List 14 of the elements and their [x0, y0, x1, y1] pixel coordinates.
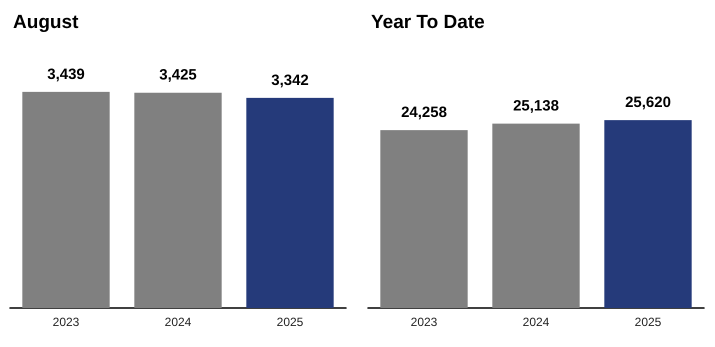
chart-title: August — [13, 12, 80, 33]
data-label: 3,425 — [159, 66, 197, 84]
x-tick-label: 2024 — [164, 315, 192, 329]
data-label: 3,439 — [47, 66, 85, 83]
data-label: 3,342 — [271, 72, 309, 89]
data-label: 25,620 — [625, 94, 671, 112]
x-tick-label: 2023 — [410, 315, 438, 329]
data-label: 24,258 — [401, 104, 447, 122]
data-label: 25,138 — [513, 98, 559, 115]
x-tick-label: 2025 — [634, 315, 662, 329]
x-tick-label: 2024 — [522, 315, 550, 329]
chart-title: Year To Date — [371, 12, 485, 33]
x-tick-label: 2023 — [52, 315, 80, 329]
x-tick-label: 2025 — [276, 315, 304, 329]
